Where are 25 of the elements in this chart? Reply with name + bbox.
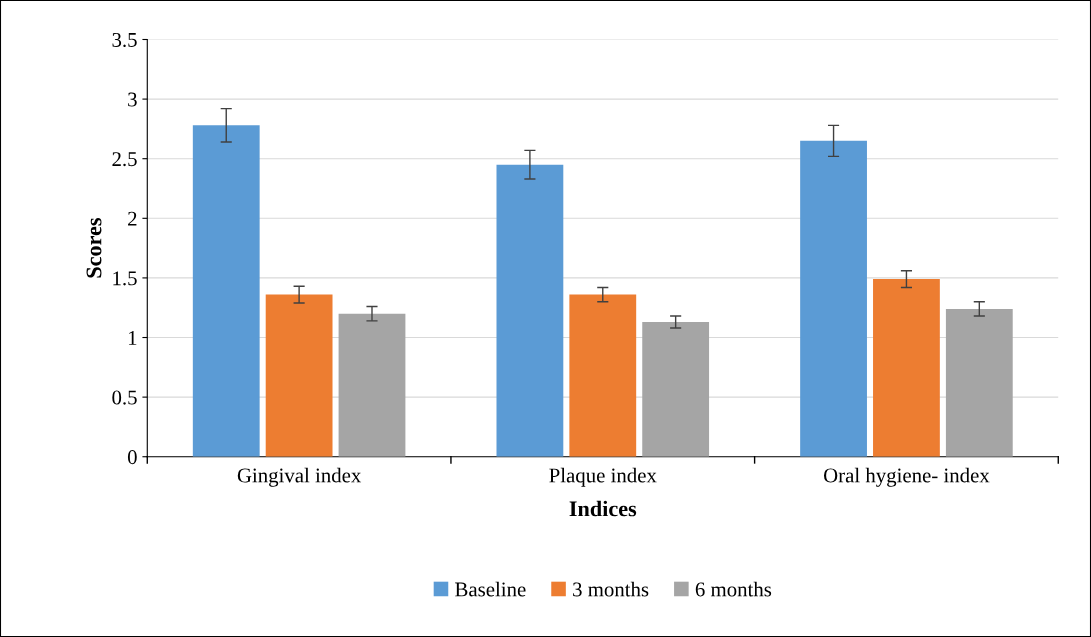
- bar: [873, 279, 940, 457]
- legend-label: Baseline: [455, 581, 526, 597]
- bar: [569, 294, 637, 457]
- y-axis-title: Scores: [86, 218, 102, 278]
- x-tick-label: Gingival index: [237, 467, 362, 487]
- y-tick-label: 0.5: [112, 390, 137, 405]
- y-tick-label: 3.5: [112, 32, 137, 48]
- bar: [800, 140, 867, 457]
- bar: [265, 294, 333, 457]
- y-tick-label: 0: [127, 450, 137, 465]
- legend-label: 6 months: [695, 581, 772, 597]
- bar: [496, 164, 564, 457]
- y-tick-label: 1: [128, 330, 137, 345]
- legend-label: 3 months: [573, 581, 649, 597]
- bar: [192, 125, 260, 457]
- x-tick-label: Plaque index: [549, 467, 657, 487]
- y-tick-label: 2: [128, 211, 137, 226]
- y-tick-label: 2.5: [112, 152, 137, 167]
- bar: [338, 313, 406, 457]
- x-tick-label: Oral hygiene- index: [823, 467, 990, 487]
- bar: [642, 322, 710, 457]
- x-axis-title: Indices: [569, 500, 637, 517]
- y-tick-label: 3: [128, 92, 137, 107]
- y-tick-label: 1.5: [113, 271, 137, 286]
- bar: [945, 308, 1013, 457]
